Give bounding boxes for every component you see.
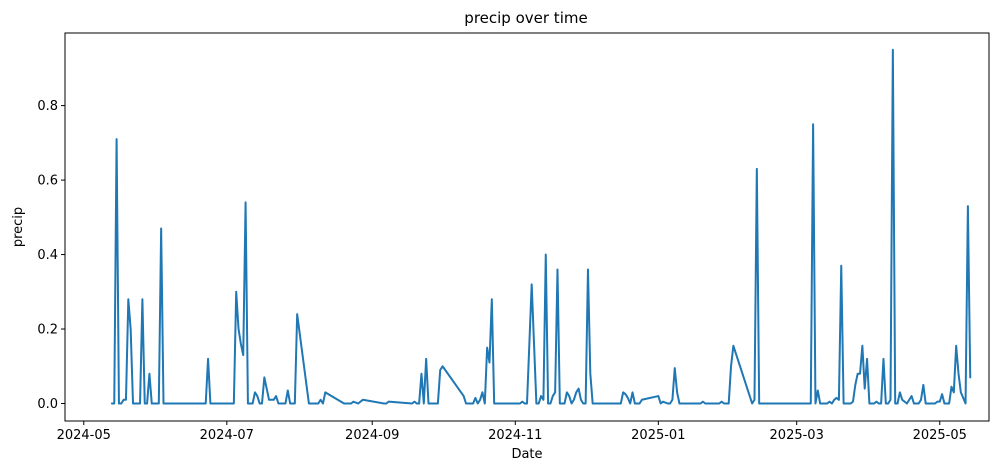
x-tick-label: 2024-07 [200, 428, 254, 443]
y-tick-label: 0.4 [37, 248, 58, 263]
x-tick-label: 2024-11 [488, 428, 542, 443]
x-tick-label: 2024-05 [57, 428, 111, 443]
plot-frame [64, 32, 990, 422]
x-axis-label: Date [511, 447, 542, 462]
y-tick-label: 0.6 [37, 174, 58, 189]
x-tick-label: 2025-05 [913, 428, 967, 443]
y-tick-label: 0.8 [37, 99, 58, 114]
y-tick-label: 0.2 [37, 323, 58, 338]
precip-series-line [110, 48, 972, 405]
x-tick-label: 2025-01 [631, 428, 685, 443]
y-tick-label: 0.0 [37, 397, 58, 412]
x-tick-label: 2025-03 [770, 428, 824, 443]
y-axis-label: precip [11, 207, 26, 247]
x-axis: 2024-05 2024-07 2024-09 2024-11 2025-01 2025-… [57, 421, 967, 443]
chart-title: precip over time [464, 9, 587, 27]
y-axis: 0.0 0.2 0.4 0.6 0.8 [37, 99, 65, 412]
x-tick-label: 2024-09 [345, 428, 399, 443]
